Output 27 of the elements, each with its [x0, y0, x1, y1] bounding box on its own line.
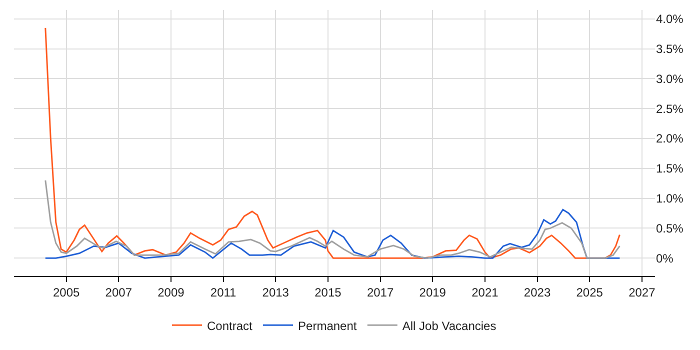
- x-tick-label: 2023: [524, 285, 551, 300]
- legend-label: All Job Vacancies: [402, 318, 496, 333]
- x-tick-label: 2021: [472, 285, 499, 300]
- y-tick-label: 1.5%: [656, 162, 684, 176]
- legend-label: Permanent: [298, 318, 358, 333]
- x-tick-label: 2015: [314, 285, 342, 300]
- y-tick-label: 3.5%: [656, 42, 684, 56]
- y-tick-label: 4.0%: [656, 12, 684, 26]
- line-series: [44, 180, 620, 259]
- y-tick-label: 0.5%: [656, 221, 684, 236]
- line-series: [44, 27, 620, 259]
- x-tick-label: 2017: [366, 285, 394, 300]
- x-tick-label: 2027: [628, 285, 656, 300]
- x-tick-label: 2025: [576, 285, 604, 300]
- y-tick-label: 0%: [656, 251, 674, 266]
- x-tick-label: 2011: [210, 285, 237, 300]
- x-tick-label: 2007: [105, 285, 132, 300]
- x-tick-label: 2013: [262, 285, 290, 300]
- x-tick-label: 2009: [158, 285, 185, 300]
- y-tick-label: 2.5%: [656, 102, 684, 116]
- y-tick-label: 1.0%: [656, 191, 684, 206]
- y-tick-label: 3.0%: [656, 72, 684, 86]
- line-series: [44, 208, 620, 259]
- y-tick-label: 2.0%: [656, 132, 684, 146]
- x-tick-label: 2019: [419, 285, 446, 300]
- legend-label: Contract: [207, 318, 254, 333]
- x-tick-label: 2005: [52, 285, 80, 300]
